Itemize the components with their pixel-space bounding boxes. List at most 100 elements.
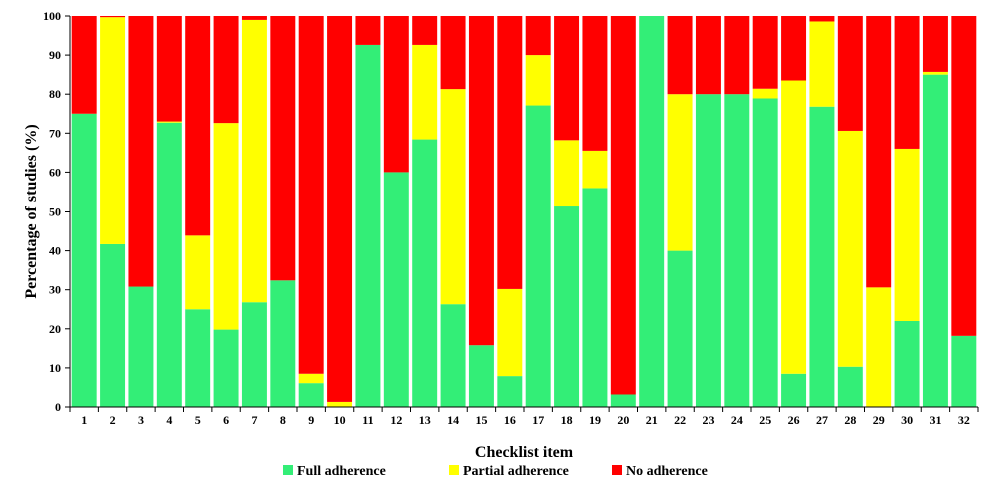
x-tick-label: 1	[81, 413, 87, 427]
x-tick-label: 20	[617, 413, 629, 427]
bar-segment-full-6	[213, 329, 239, 407]
bar-segment-none-31	[922, 16, 948, 72]
bar-segment-full-3	[128, 286, 154, 407]
bar-segment-full-22	[667, 250, 693, 407]
bar-segment-full-7	[241, 302, 267, 407]
x-tick-label: 31	[929, 413, 941, 427]
bar-segment-partial-4	[156, 121, 182, 123]
bar-segment-none-25	[752, 16, 778, 89]
y-tick-labels: 0 10 20 30 40 50 60 70 80 90 100	[43, 9, 61, 414]
bar-segment-full-20	[610, 394, 636, 407]
x-tick-label: 8	[280, 413, 286, 427]
bar-segment-none-26	[781, 16, 807, 81]
bar-segment-partial-18	[554, 140, 580, 207]
x-tick-label: 21	[646, 413, 658, 427]
bar-segment-partial-19	[582, 150, 608, 189]
legend-label-full: Full adherence	[297, 464, 386, 479]
legend-swatch-none	[612, 465, 622, 475]
bar-segment-partial-17	[525, 55, 551, 106]
x-tick-label: 6	[223, 413, 229, 427]
bar-segment-full-28	[837, 366, 863, 407]
bar-segment-none-4	[156, 16, 182, 122]
bar-segment-none-27	[809, 16, 835, 22]
y-tick-label: 20	[49, 322, 61, 336]
bar-segment-partial-10	[327, 401, 353, 407]
bar-segment-none-17	[525, 16, 551, 56]
bar-segment-full-8	[270, 280, 296, 407]
bar-segment-none-32	[951, 16, 977, 336]
bar-segment-partial-26	[781, 80, 807, 374]
bar-segment-none-14	[440, 16, 466, 90]
x-axis-title: Checklist item	[475, 444, 574, 461]
bar-segment-full-21	[639, 16, 665, 407]
x-tick-label: 28	[844, 413, 856, 427]
y-tick-label: 50	[49, 205, 61, 219]
bar-segment-partial-13	[412, 44, 438, 140]
y-tick-label: 90	[49, 48, 61, 62]
y-tick-label: 60	[49, 165, 61, 179]
bar-segment-none-16	[497, 16, 523, 289]
bar-segment-none-20	[610, 16, 636, 395]
y-tick-label: 70	[49, 126, 61, 140]
x-tick-label: 32	[958, 413, 970, 427]
x-tick-label: 23	[702, 413, 714, 427]
x-tick-label: 22	[674, 413, 686, 427]
bar-segment-none-13	[412, 16, 438, 45]
bar-segment-none-8	[270, 16, 296, 281]
bars-layer	[71, 16, 977, 408]
bar-segment-none-2	[100, 16, 126, 18]
x-tick-label: 18	[561, 413, 573, 427]
x-tick-label: 4	[166, 413, 172, 427]
x-tick-label: 29	[873, 413, 885, 427]
bar-segment-none-12	[383, 16, 409, 173]
x-tick-label: 19	[589, 413, 601, 427]
bar-segment-partial-9	[298, 373, 324, 384]
bar-segment-partial-25	[752, 88, 778, 99]
bar-segment-partial-6	[213, 123, 239, 330]
y-tick-label: 80	[49, 87, 61, 101]
legend: Full adherence Partial adherence No adhere…	[283, 464, 708, 479]
y-axis-title: Percentage of studies (%)	[23, 124, 40, 298]
bar-segment-full-11	[355, 44, 381, 408]
bar-segment-full-25	[752, 98, 778, 407]
x-tick-label: 24	[731, 413, 743, 427]
bar-segment-full-30	[894, 320, 920, 407]
x-tick-label: 14	[447, 413, 459, 427]
x-tick-label: 15	[475, 413, 487, 427]
bar-segment-full-24	[724, 94, 750, 407]
bar-segment-none-6	[213, 16, 239, 124]
bar-segment-partial-27	[809, 21, 835, 107]
legend-label-partial: Partial adherence	[463, 464, 569, 479]
x-tick-label: 2	[110, 413, 116, 427]
x-tick-label: 17	[532, 413, 544, 427]
bar-segment-none-22	[667, 16, 693, 95]
bar-segment-full-17	[525, 105, 551, 407]
y-tick-label: 0	[55, 400, 61, 414]
x-tick-label: 7	[251, 413, 257, 427]
bar-segment-none-3	[128, 16, 154, 287]
x-tick-label: 27	[816, 413, 828, 427]
bar-segment-partial-14	[440, 89, 466, 305]
y-tick-label: 10	[49, 361, 61, 375]
bar-segment-full-9	[298, 383, 324, 407]
x-tick-label: 26	[788, 413, 800, 427]
x-tick-label: 11	[362, 413, 373, 427]
bar-segment-full-4	[156, 122, 182, 408]
bar-segment-partial-2	[100, 17, 126, 244]
bar-segment-full-32	[951, 335, 977, 407]
bar-segment-partial-22	[667, 94, 693, 251]
bar-segment-partial-5	[185, 235, 211, 310]
bar-segment-none-23	[695, 16, 721, 95]
bar-segment-full-31	[922, 74, 948, 408]
bar-segment-full-2	[100, 243, 126, 407]
bar-segment-full-14	[440, 304, 466, 407]
bar-segment-partial-28	[837, 130, 863, 367]
bar-segment-none-9	[298, 16, 324, 374]
legend-swatch-partial	[449, 465, 459, 475]
bar-segment-none-30	[894, 16, 920, 149]
x-tick-label: 30	[901, 413, 913, 427]
bar-segment-none-29	[866, 16, 892, 288]
bar-segment-none-18	[554, 16, 580, 141]
